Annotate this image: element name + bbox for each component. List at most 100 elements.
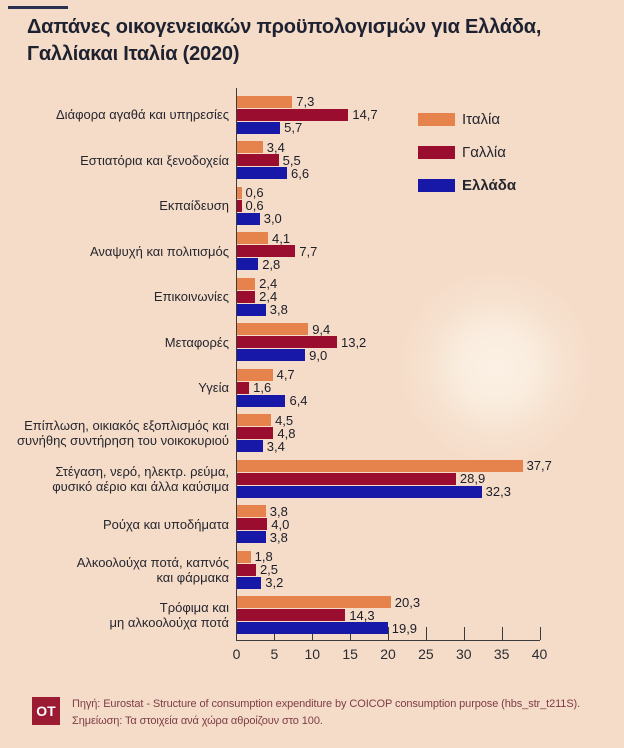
chart-group: Εστιατόρια και ξενοδοχεία 3,4 5,5 6,6 [0, 138, 624, 184]
value-label: 7,3 [296, 94, 315, 110]
accent-line [8, 6, 68, 9]
bar-italia [237, 596, 391, 609]
bar-gallia [237, 609, 346, 622]
value-label: 2,8 [262, 256, 281, 272]
category-label: Ρούχα και υποδήματα [102, 516, 229, 532]
chart-group: Μεταφορές 9,4 13,2 9,0 [0, 320, 624, 366]
value-label: 3,0 [263, 211, 282, 227]
value-label: 9,4 [312, 321, 331, 337]
legend-label: Γαλλία [462, 144, 506, 161]
bar-italia [237, 505, 266, 518]
category-label: Επίπλωση, οικιακός εξοπλισμός και συνήθης… [16, 418, 229, 449]
x-tick [539, 627, 541, 640]
chart-group: Ρούχα και υποδήματα 3,8 4,0 3,8 [0, 502, 624, 548]
value-label: 6,6 [290, 165, 310, 181]
category-label: Εκπαίδευση [159, 198, 229, 214]
value-label: 3,8 [269, 302, 288, 318]
value-label: 2,4 [259, 289, 278, 305]
bar-ellada [237, 440, 263, 453]
chart-group: Διάφορα αγαθά και υπηρεσίες 7,3 14,7 5,7 [0, 92, 624, 138]
chart-group: Αλκοολούχα ποτά, καπνός και φάρμακα 1,8 2,5… [0, 547, 624, 593]
y-axis-line [236, 88, 237, 641]
x-tick-label: 15 [342, 646, 358, 662]
value-label: 14,3 [349, 607, 375, 623]
bar-ellada [237, 576, 262, 589]
chart-rows: Διάφορα αγαθά και υπηρεσίες 7,3 14,7 5,7 Εστ… [0, 92, 624, 638]
bar-italia [237, 277, 256, 290]
value-label: 3,2 [265, 575, 284, 591]
value-label: 3,8 [269, 529, 288, 545]
chart-group: Υγεία 4,7 1,6 6,4 [0, 365, 624, 411]
bar-ellada [237, 167, 287, 180]
chart-group: Επικοινωνίες 2,4 2,4 3,8 [0, 274, 624, 320]
value-label: 32,3 [485, 484, 511, 500]
bar-ellada [237, 303, 266, 316]
x-tick-label: 20 [380, 646, 396, 662]
chart-group: Τρόφιμα και μη αλκοολούχα ποτά 20,3 14,3 19,… [0, 593, 624, 639]
bar-italia [237, 414, 272, 427]
value-label: 4,8 [277, 425, 296, 441]
bar-italia [237, 141, 263, 154]
chart-group: Αναψυχή και πολιτισμός 4,1 7,7 2,8 [0, 229, 624, 275]
bar-gallia [237, 427, 274, 440]
bar-gallia [237, 472, 456, 485]
value-label: 0,6 [245, 198, 264, 214]
chart-title-line1: Δαπάνες οικογενειακών προϋπολογισμών για… [27, 16, 542, 38]
value-label: 4,7 [276, 367, 295, 383]
x-tick-label: 5 [270, 646, 279, 662]
bar-gallia [237, 336, 337, 349]
x-tick-label: 35 [493, 646, 510, 662]
x-tick [388, 627, 389, 640]
legend-swatch-gallia [418, 146, 455, 159]
source-note: Πηγή: Eurostat - Structure of consumptio… [72, 698, 581, 710]
bar-italia [237, 323, 309, 336]
value-label: 9,0 [309, 347, 328, 363]
bar-italia [237, 95, 293, 108]
value-label: 5,5 [282, 152, 301, 168]
x-tick-label: 0 [232, 646, 241, 662]
x-tick [425, 627, 427, 640]
x-tick-label: 40 [531, 646, 548, 662]
category-label: Αναψυχή και πολιτισμός [89, 243, 229, 259]
value-label: 13,2 [340, 334, 367, 350]
value-label: 20,3 [394, 594, 421, 610]
ot-logo: OT [32, 697, 60, 725]
bar-italia [237, 550, 251, 563]
category-label: Μεταφορές [164, 334, 229, 350]
bar-gallia [237, 154, 279, 167]
value-label: 2,4 [259, 276, 278, 292]
value-label: 19,9 [391, 620, 418, 636]
value-label: 2,5 [259, 562, 279, 578]
category-label: Διάφορα αγαθά και υπηρεσίες [56, 107, 229, 123]
chart-group: Εκπαίδευση 0,6 0,6 3,0 [0, 183, 624, 229]
value-label: 37,7 [526, 458, 552, 474]
category-label: Επικοινωνίες [153, 289, 229, 305]
value-label: 1,8 [254, 549, 273, 565]
bar-ellada [237, 394, 286, 407]
value-label: 28,9 [459, 471, 486, 487]
bar-gallia [237, 381, 250, 394]
value-label: 7,7 [299, 243, 318, 259]
legend-item-ellada: Ελλάδα [418, 177, 516, 194]
legend-item-gallia: Γαλλία [418, 144, 516, 161]
bar-gallia [237, 518, 268, 531]
bar-ellada [237, 531, 266, 544]
value-label: 0,6 [245, 185, 264, 201]
bar-gallia [237, 290, 256, 303]
value-label: 14,7 [352, 107, 378, 123]
bar-ellada [237, 121, 281, 134]
value-label: 3,4 [266, 438, 285, 454]
x-tick [463, 627, 465, 640]
bar-italia [237, 368, 273, 381]
legend: Ιταλία Γαλλία Ελλάδα [418, 111, 516, 210]
bar-gallia [237, 245, 296, 258]
legend-label: Ιταλία [462, 111, 501, 128]
legend-swatch-ellada [418, 179, 455, 192]
chart-title: Δαπάνες οικογενειακών προϋπολογισμών για… [27, 14, 612, 68]
bar-gallia [237, 563, 256, 576]
bar-ellada [237, 485, 482, 498]
legend-item-italia: Ιταλία [418, 111, 516, 128]
x-tick-label: 10 [304, 646, 321, 662]
chart-group: Στέγαση, νερό, ηλεκτρ. ρεύμα, φυσικό αέρι… [0, 456, 624, 502]
bar-ellada [237, 258, 259, 271]
